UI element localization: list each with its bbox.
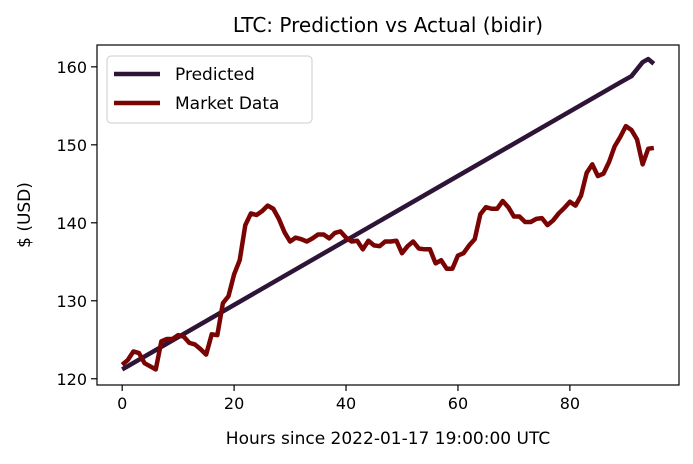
x-tick-label: 40	[336, 394, 356, 413]
y-tick-label: 120	[56, 370, 87, 389]
legend-label-predicted: Predicted	[175, 65, 255, 85]
legend-label-market-data: Market Data	[175, 94, 279, 114]
y-tick-label: 150	[56, 136, 87, 155]
series-line-predicted	[121, 56, 656, 372]
plot-frame	[96, 44, 680, 386]
legend: Predicted Market Data	[106, 55, 313, 124]
y-tick-label: 140	[56, 214, 87, 233]
x-tick-label: 0	[117, 394, 127, 413]
y-axis: 120 130 140 150 160	[56, 58, 97, 389]
x-tick-label: 60	[448, 394, 468, 413]
series-layer	[120, 56, 656, 372]
y-axis-label: $ (USD)	[15, 182, 35, 248]
x-tick-label: 80	[560, 394, 580, 413]
plot-area	[96, 44, 680, 386]
x-axis-label: Hours since 2022-01-17 19:00:00 UTC	[226, 429, 550, 449]
y-tick-label: 130	[56, 292, 87, 311]
y-tick-label: 160	[56, 58, 87, 77]
x-tick-label: 20	[224, 394, 244, 413]
chart-title: LTC: Prediction vs Actual (bidir)	[233, 13, 543, 37]
x-axis: 0 20 40 60 80	[117, 385, 580, 413]
series-line-market-data	[120, 123, 655, 372]
